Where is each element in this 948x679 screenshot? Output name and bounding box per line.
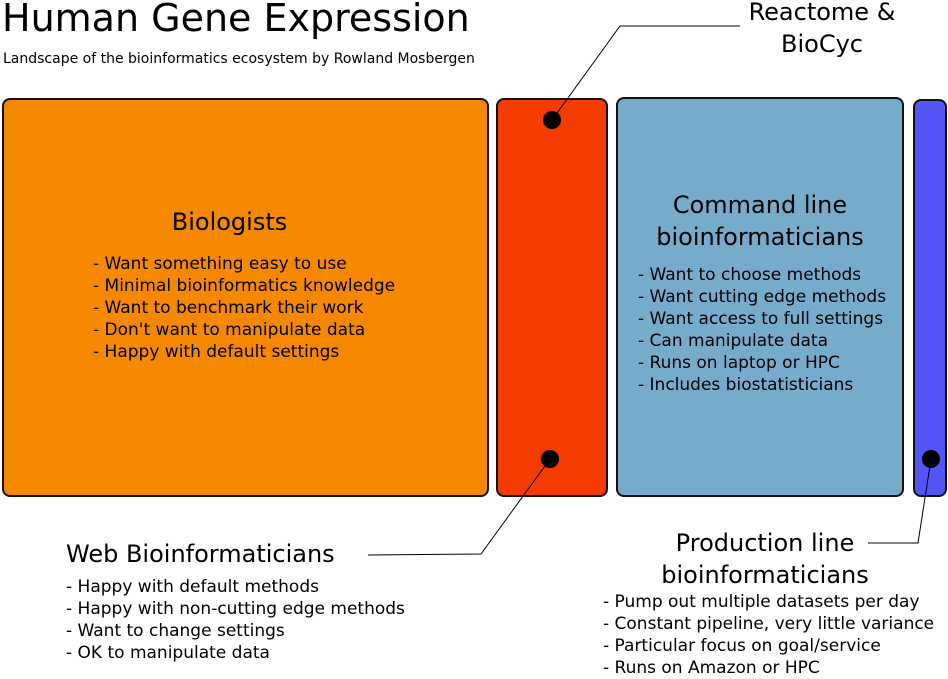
- reactome-label-line2: BioCyc: [781, 30, 863, 58]
- production-dot: [922, 450, 940, 468]
- production-heading: Production line bioinformaticians: [640, 527, 890, 591]
- list-item: - Want to change settings: [66, 621, 285, 641]
- list-item: - Happy with non-cutting edge methods: [66, 599, 405, 619]
- list-item: - Runs on Amazon or HPC: [603, 658, 820, 678]
- list-item: - OK to manipulate data: [66, 643, 270, 663]
- reactome-dot: [543, 111, 561, 129]
- biologists-box: [2, 98, 489, 497]
- web-dot: [541, 450, 559, 468]
- command-line-points: - Want to choose methods - Want cutting …: [638, 264, 886, 396]
- biologists-points: - Want something easy to use - Minimal b…: [93, 253, 395, 363]
- command-line-heading-line1: Command line: [672, 191, 848, 219]
- list-item: - Want something easy to use: [93, 254, 347, 274]
- list-item: - Minimal bioinformatics knowledge: [93, 276, 396, 296]
- list-item: - Runs on laptop or HPC: [638, 353, 840, 373]
- list-item: - Includes biostatisticians: [638, 375, 854, 395]
- reactome-connector: [551, 25, 740, 121]
- web-connector: [367, 458, 551, 556]
- reactome-label-line1: Reactome &: [748, 0, 896, 26]
- reactome-label: Reactome & BioCyc: [734, 0, 910, 60]
- list-item: - Happy with default methods: [66, 577, 319, 597]
- production-points: - Pump out multiple datasets per day - C…: [603, 591, 934, 679]
- web-heading: Web Bioinformaticians: [66, 540, 335, 568]
- production-heading-line2: bioinformaticians: [661, 561, 869, 589]
- production-heading-line1: Production line: [675, 529, 855, 557]
- command-line-heading-line2: bioinformaticians: [656, 223, 864, 251]
- page-title: Human Gene Expression: [2, 0, 470, 40]
- command-line-heading: Command line bioinformaticians: [616, 189, 904, 253]
- list-item: - Want cutting edge methods: [638, 287, 887, 307]
- web-points: - Happy with default methods - Happy wit…: [66, 576, 405, 664]
- list-item: - Particular focus on goal/service: [603, 636, 881, 656]
- list-item: - Constant pipeline, very little varianc…: [603, 614, 935, 634]
- biologists-heading: Biologists: [171, 208, 288, 236]
- production-connector: [868, 458, 932, 544]
- list-item: - Want to choose methods: [638, 265, 862, 285]
- list-item: - Want access to full settings: [638, 309, 884, 329]
- list-item: - Don't want to manipulate data: [93, 320, 366, 340]
- page-subtitle: Landscape of the bioinformatics ecosyste…: [3, 51, 475, 67]
- list-item: - Want to benchmark their work: [93, 298, 364, 318]
- list-item: - Can manipulate data: [638, 331, 829, 351]
- reactome-biocyc-box: [496, 98, 608, 497]
- list-item: - Pump out multiple datasets per day: [603, 592, 920, 612]
- command-line-box: [616, 97, 904, 497]
- production-line-box: [913, 99, 947, 497]
- list-item: - Happy with default settings: [93, 342, 340, 362]
